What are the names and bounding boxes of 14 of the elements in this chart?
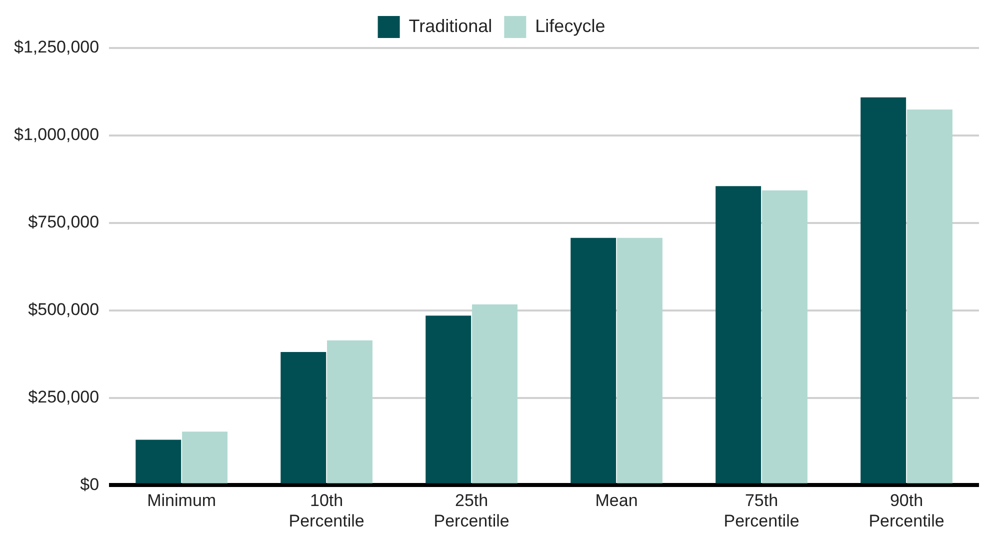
y-tick-label: $500,000	[28, 300, 100, 320]
y-tick-label: $0	[80, 474, 100, 494]
x-tick-label: 10th Percentile	[288, 491, 364, 530]
legend-label: Lifecycle	[535, 16, 606, 36]
y-tick-label: $750,000	[28, 212, 100, 232]
x-tick-label: 75th Percentile	[724, 491, 800, 530]
x-tick-label: Mean	[595, 491, 638, 510]
x-tick-label: Minimum	[147, 491, 216, 510]
x-tick-label: 90th Percentile	[868, 491, 944, 530]
y-tick-label: $1,000,000	[14, 125, 100, 144]
y-tick-label: $1,250,000	[14, 38, 100, 57]
y-tick-label: $250,000	[28, 387, 100, 406]
x-tick-label: 25th Percentile	[434, 491, 510, 530]
legend-label: Traditional	[408, 16, 492, 36]
